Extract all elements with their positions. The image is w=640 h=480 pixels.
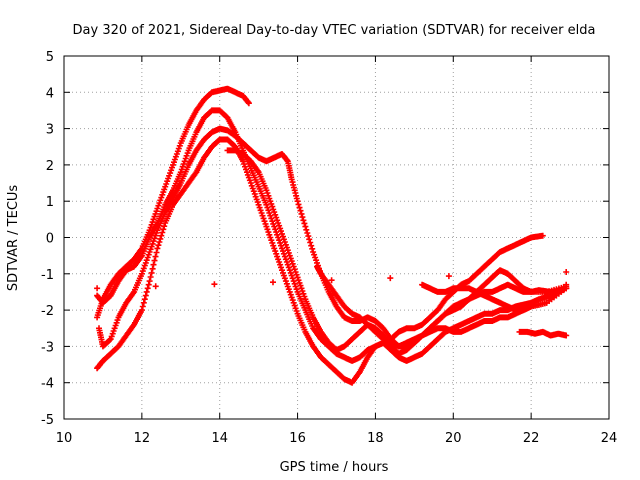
y-tick-label: 4 (46, 86, 54, 101)
x-tick-label: 14 (211, 431, 228, 446)
x-tick-label: 18 (367, 431, 384, 446)
data-point-markers (419, 281, 570, 314)
y-tick-label: 2 (46, 159, 54, 174)
series-track-8 (516, 328, 570, 339)
x-axis-title: GPS time / hours (280, 460, 389, 475)
y-tick-label: 1 (46, 195, 54, 210)
series-isolated-points (94, 269, 570, 292)
y-tick-label: 3 (46, 123, 54, 138)
data-point-markers (516, 328, 570, 339)
x-tick-label: 24 (601, 431, 618, 446)
y-tick-label: 0 (46, 232, 54, 247)
y-axis-title: SDTVAR / TECUs (6, 185, 21, 292)
x-tick-label: 20 (445, 431, 462, 446)
x-tick-label: 16 (289, 431, 306, 446)
y-tick-label: -3 (41, 340, 54, 355)
x-tick-label: 12 (134, 431, 151, 446)
data-point-markers (94, 269, 570, 292)
grid-layer (64, 56, 609, 419)
y-tick-label: -1 (41, 268, 54, 283)
y-tick-label: -4 (41, 377, 54, 392)
y-tick-label: 5 (46, 50, 54, 65)
series-layer (94, 85, 570, 386)
y-tick-label: -2 (41, 304, 54, 319)
y-tick-label: -5 (41, 413, 54, 428)
series-track-7 (419, 281, 570, 314)
x-tick-label: 22 (523, 431, 540, 446)
x-tick-label: 10 (56, 431, 73, 446)
chart-title: Day 320 of 2021, Sidereal Day-to-day VTE… (73, 23, 596, 38)
